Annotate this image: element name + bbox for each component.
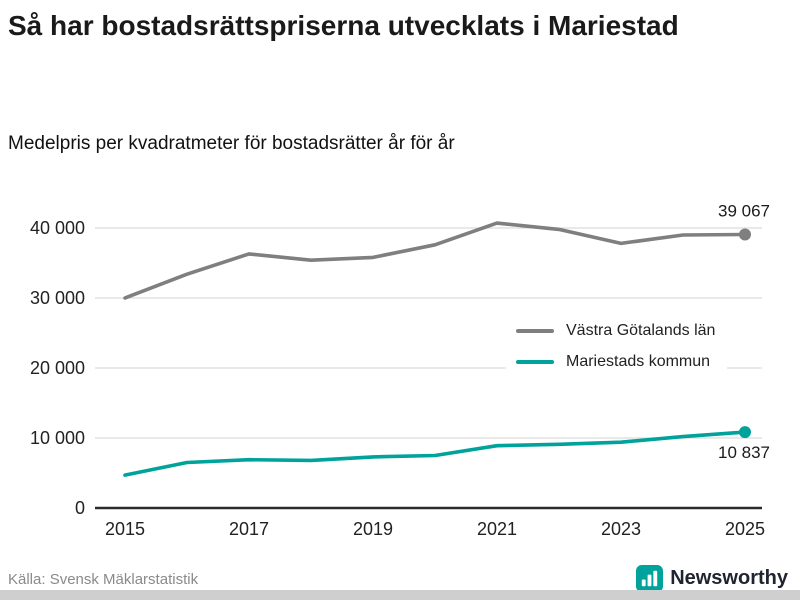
x-tick-label: 2023 [601,519,641,539]
y-tick-label: 30 000 [30,288,85,308]
brand-name: Newsworthy [670,567,788,589]
series-end-value-label: 10 837 [718,443,770,462]
legend-line-swatch-gray [516,329,554,333]
y-tick-label: 20 000 [30,358,85,378]
source-credit: Källa: Svensk Mäklarstatistik [8,571,199,588]
x-tick-label: 2021 [477,519,517,539]
legend-label: Mariestads kommun [566,353,711,370]
y-tick-label: 0 [75,498,85,518]
series-end-dot [739,426,751,439]
series-line [123,430,747,477]
legend-item-vastra-gotalands-lan: Västra Götalands län [516,322,715,340]
legend-label: Västra Götalands län [566,322,716,339]
price-chart-svg: 0 10 000 20 000 30 000 40 000 2015 2017 2019 202… [30,202,770,539]
page-title: Så har bostadsrättspriserna utvecklats i… [8,10,679,41]
x-tick-label: 2017 [229,519,269,539]
series-end-dot [739,228,751,241]
newsworthy-logo: Newsworthy [636,565,788,592]
x-tick-label: 2019 [353,519,393,539]
x-tick-label: 2025 [725,519,765,539]
icon-bar-tall [653,570,658,587]
newsworthy-chart-icon [636,565,664,592]
price-chart: 0 10 000 20 000 30 000 40 000 2015 2017 2019 202… [0,180,800,546]
y-tick-label: 40 000 [30,218,85,238]
series-line [123,221,747,300]
icon-bar-short [641,579,646,587]
icon-bar-mid [647,574,652,587]
legend: Västra Götalands län Mariestads kommun [506,314,728,379]
y-tick-label: 10 000 [30,428,85,448]
legend-line-swatch-teal [516,360,554,364]
series-end-value-label: 39 067 [718,202,770,221]
page-subtitle: Medelpris per kvadratmeter för bostadsrä… [8,133,455,154]
legend-item-mariestads-kommun: Mariestads kommun [516,353,715,371]
bottom-bar [0,590,800,600]
x-tick-label: 2015 [105,519,145,539]
